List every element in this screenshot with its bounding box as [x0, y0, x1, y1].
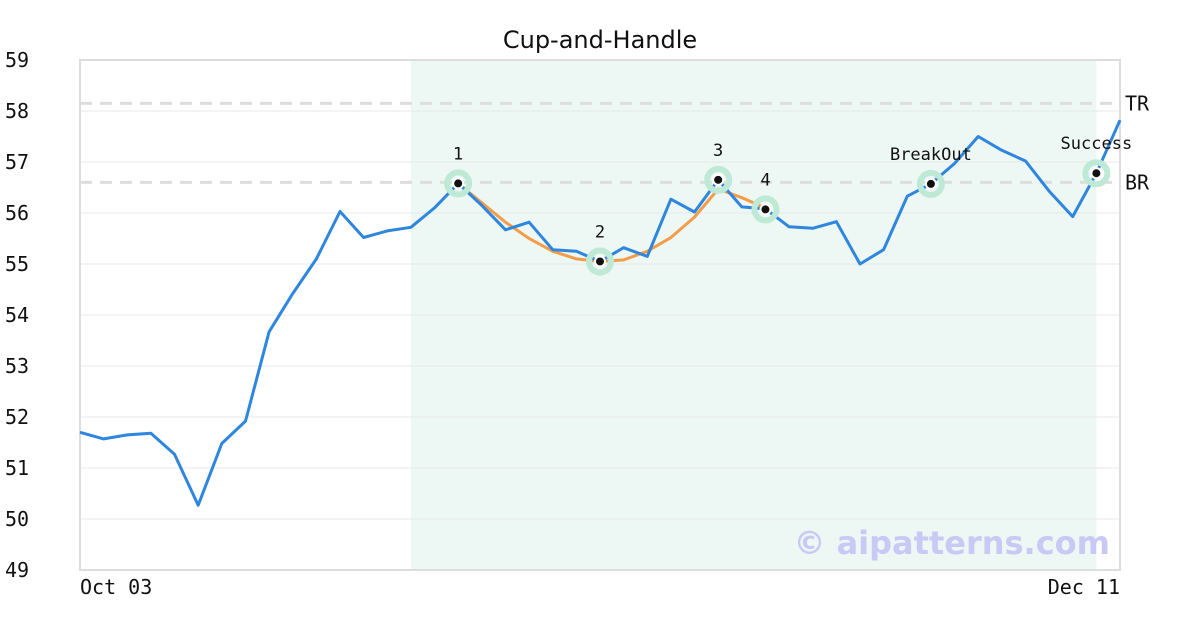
point-label: BreakOut [890, 145, 972, 165]
y-tick-label: 55 [5, 252, 29, 276]
point-label: 3 [713, 141, 723, 161]
chart-title: Cup-and-Handle [503, 26, 697, 54]
level-label-tr: TR [1125, 91, 1150, 115]
point-halo [751, 195, 780, 224]
point-halo [444, 169, 473, 198]
point-halo [704, 165, 733, 194]
plot-frame [79, 59, 1121, 571]
y-tick-label: 53 [5, 354, 29, 378]
point-marker [1090, 167, 1103, 180]
watermark: © aipatterns.com [793, 524, 1110, 562]
point-halo [586, 247, 614, 276]
level-label-br: BR [1125, 170, 1150, 194]
pattern-points: 1 2 3 4 BreakOut Success [444, 134, 1133, 276]
x-axis-start-label: Oct 03 [80, 575, 152, 599]
point-halo [916, 169, 945, 198]
point-label: 1 [453, 144, 463, 164]
y-tick-label: 57 [5, 150, 29, 174]
y-tick-label: 54 [5, 303, 29, 327]
y-tick-label: 56 [5, 201, 29, 225]
x-axis-end-label: Dec 11 [1048, 575, 1120, 599]
point-label: 2 [595, 222, 605, 242]
point-marker [759, 203, 772, 216]
y-tick-label: 59 [5, 48, 29, 72]
y-axis-ticks: 49 50 51 52 53 54 55 56 57 58 59 [5, 48, 29, 582]
point-marker [594, 255, 606, 268]
point-marker [924, 177, 937, 190]
point-label: 4 [760, 170, 770, 190]
point-halo [1082, 159, 1111, 188]
y-tick-label: 58 [5, 99, 29, 123]
y-tick-label: 51 [5, 456, 29, 480]
y-tick-label: 52 [5, 405, 29, 429]
y-tick-label: 49 [5, 558, 29, 582]
point-label: Success [1061, 134, 1133, 154]
level-lines: TR BR [80, 91, 1150, 194]
point-marker [712, 173, 725, 186]
point-marker [452, 177, 465, 190]
y-tick-label: 50 [5, 507, 29, 531]
